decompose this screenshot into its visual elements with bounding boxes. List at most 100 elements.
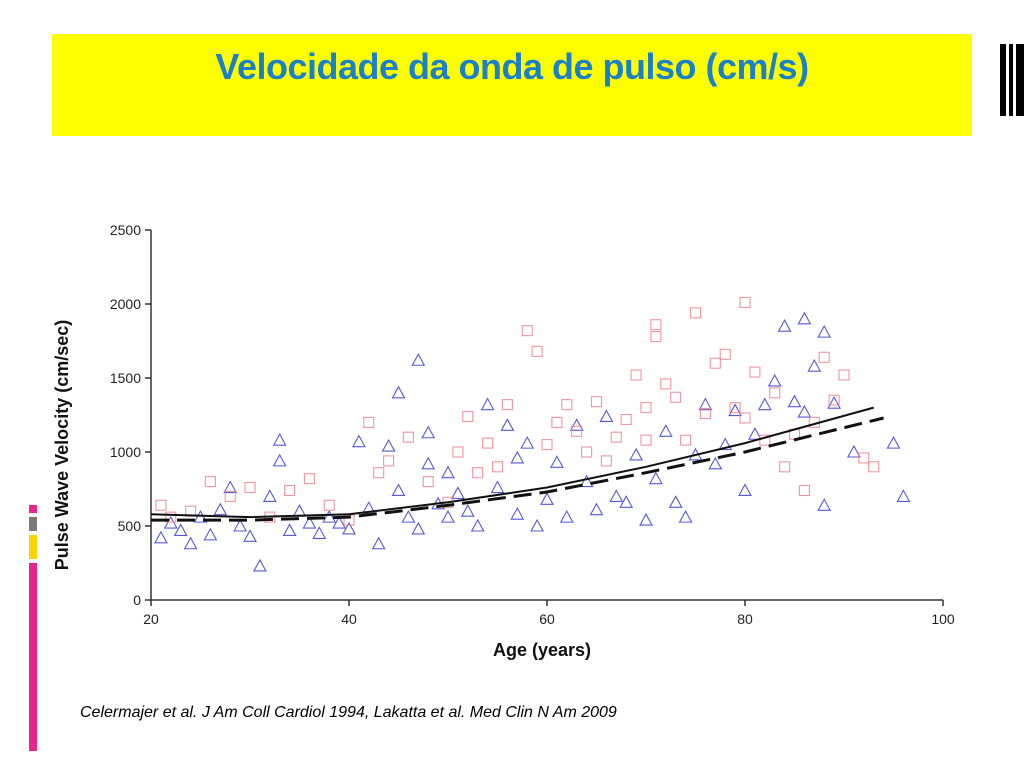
triangle-point [351, 434, 366, 448]
triangle-point [797, 404, 812, 418]
y-axis-title: Pulse Wave Velocity (cm/sec) [52, 320, 72, 570]
triangle-point [450, 486, 465, 499]
triangle-point [460, 504, 475, 517]
triangle-point [658, 424, 673, 437]
triangle-point [272, 453, 287, 467]
triangle-point [777, 319, 792, 332]
plot-area: 0 500 1000 1500 2000 2500 20 40 60 80 100 [110, 222, 955, 627]
square-point [610, 431, 622, 443]
y-tick-label: 2000 [110, 296, 141, 312]
square-point [452, 446, 464, 458]
triangle-point [302, 515, 317, 529]
triangle-point [421, 425, 436, 439]
trend-line-solid [150, 406, 874, 519]
x-tick-label: 40 [341, 611, 357, 627]
square-point [858, 452, 870, 464]
triangle-point [629, 447, 644, 461]
y-tick-label: 1000 [110, 444, 141, 460]
triangle-point [480, 397, 495, 411]
triangle-point [183, 536, 198, 550]
triangle-point [708, 456, 723, 470]
trend-line-dashed [151, 416, 884, 522]
triangle-point [322, 509, 337, 523]
triangle-point [173, 523, 188, 536]
triangle-point [886, 435, 901, 449]
square-point [709, 357, 721, 369]
y-tick-label: 1500 [110, 370, 141, 386]
triangle-point [381, 438, 396, 452]
x-tick-label: 80 [737, 611, 753, 627]
square-point [581, 446, 593, 458]
triangle-point [371, 536, 386, 550]
square-point [798, 484, 810, 497]
triangle-point [421, 456, 436, 470]
square-point [650, 331, 662, 343]
square-point [640, 434, 652, 446]
square-point [729, 402, 741, 414]
triangle-point [233, 518, 248, 532]
triangle-point [490, 480, 505, 494]
square-point [155, 499, 167, 511]
square-point [828, 394, 840, 406]
triangle-point [510, 450, 525, 464]
triangle-point [252, 558, 267, 572]
triangle-point [609, 489, 624, 502]
square-point [482, 437, 494, 449]
pwv-scatter-chart: 0 500 1000 1500 2000 2500 20 40 60 80 100 Age (yea… [52, 222, 955, 660]
square-point [590, 396, 603, 408]
triangle-point [599, 409, 614, 423]
triangle-point [559, 509, 574, 523]
triangle-point [549, 455, 564, 468]
triangle-point [540, 492, 554, 505]
triangle-point [411, 521, 426, 535]
square-point [571, 425, 583, 437]
square-point [363, 416, 375, 428]
triangle-point [342, 521, 356, 535]
triangle-point [787, 394, 802, 408]
triangle-point [223, 480, 238, 494]
triangle-point [846, 444, 861, 458]
triangle-point [213, 502, 228, 516]
square-point [472, 467, 484, 479]
stripe-gray [29, 517, 37, 531]
triangle-point [668, 495, 683, 508]
x-tick-label: 20 [143, 611, 159, 627]
triangle-point [817, 498, 832, 511]
square-point [303, 473, 315, 485]
triangle-point [282, 523, 297, 536]
square-point [521, 325, 533, 337]
square-point [402, 431, 414, 443]
y-tick-label: 500 [118, 518, 142, 534]
triangle-point [747, 427, 762, 440]
x-tick-label: 60 [539, 611, 555, 627]
square-point [689, 307, 702, 319]
slide-title: Velocidade da onda de pulso (cm/s) [215, 46, 809, 87]
stripe-yellow [29, 535, 37, 559]
x-axis-title: Age (years) [493, 640, 591, 660]
square-point [630, 369, 642, 381]
triangle-point [807, 359, 822, 372]
triangle-point [262, 489, 277, 502]
triangle-point [648, 471, 663, 485]
square-point [373, 467, 385, 479]
square-point [699, 407, 711, 420]
triangle-point [896, 489, 911, 502]
square-point [501, 399, 513, 411]
triangle-point [569, 418, 584, 431]
y-tick-label: 2500 [110, 222, 141, 238]
triangle-point [520, 435, 535, 449]
square-point [531, 345, 543, 357]
square-point [719, 348, 731, 360]
citation: Celermajer et al. J Am Coll Cardiol 1994… [80, 704, 617, 721]
triangle-point [510, 507, 525, 520]
triangle-point [411, 353, 426, 366]
triangle-point [272, 433, 287, 446]
square-point [244, 481, 256, 494]
square-point [660, 378, 672, 390]
square-point [165, 511, 177, 523]
square-point [551, 416, 563, 428]
triangle-point [391, 483, 406, 497]
square-point [541, 439, 553, 451]
square-point [749, 366, 761, 378]
triangle-point [678, 509, 693, 523]
